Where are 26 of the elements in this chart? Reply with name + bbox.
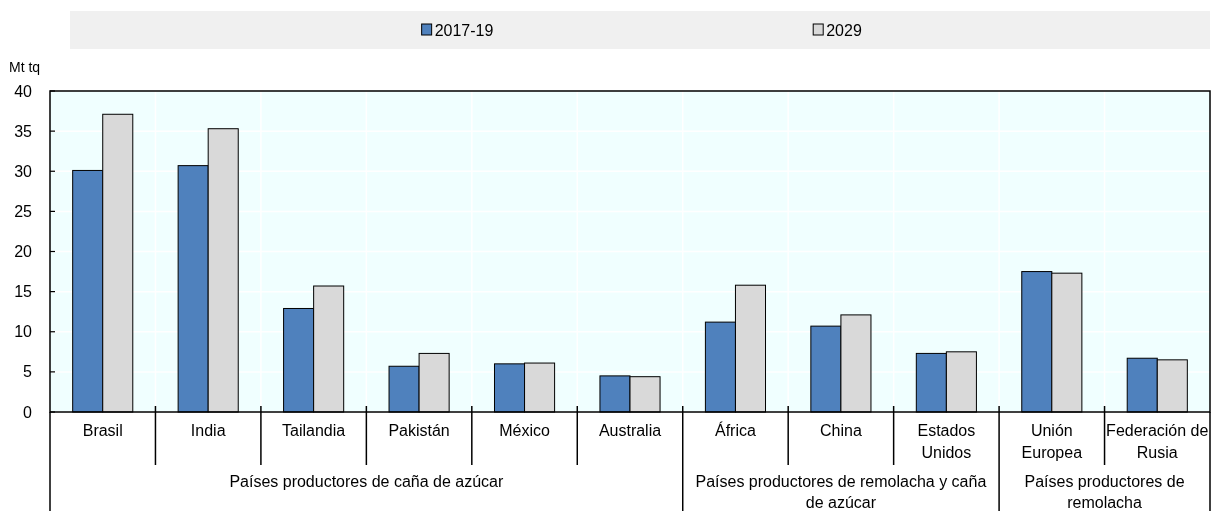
text: Países productores de caña de azúcar (229, 473, 504, 490)
x-tick-label: Brasil (82, 422, 123, 439)
x-tick-label: México (499, 422, 550, 439)
y-tick-label: 30 (14, 162, 33, 180)
x-tick-label: Federación de Rusia (1106, 422, 1209, 461)
x-tick-label: India (190, 422, 226, 439)
text: Países productores de remolacha y caña de azúcar (695, 473, 987, 511)
y-tick-label: 25 (14, 202, 33, 220)
y-tick-label: 20 (14, 243, 33, 261)
x-tick-label: África (715, 421, 756, 439)
x-tick-label: Estados Unidos (917, 422, 976, 461)
legend-label: 2017-19 (434, 21, 494, 39)
x-tick-label: Pakistán (388, 422, 450, 439)
x-tick-label: China (820, 422, 862, 439)
x-tick-label: Australia (598, 422, 662, 439)
text: Países productores de remolacha (1024, 473, 1185, 511)
x-tick-label: Unión Europea (1021, 422, 1083, 461)
y-tick-label: 10 (14, 323, 33, 341)
y-tick-label: 15 (14, 283, 33, 301)
y-tick-label: 40 (14, 82, 33, 100)
y-axis-title: Mt tq (9, 59, 41, 75)
y-tick-label: 35 (14, 122, 33, 140)
legend-label: 2029 (826, 21, 862, 39)
y-tick-label: 5 (23, 363, 33, 381)
x-tick-label: Tailandia (282, 422, 346, 439)
y-tick-label: 0 (23, 403, 33, 421)
